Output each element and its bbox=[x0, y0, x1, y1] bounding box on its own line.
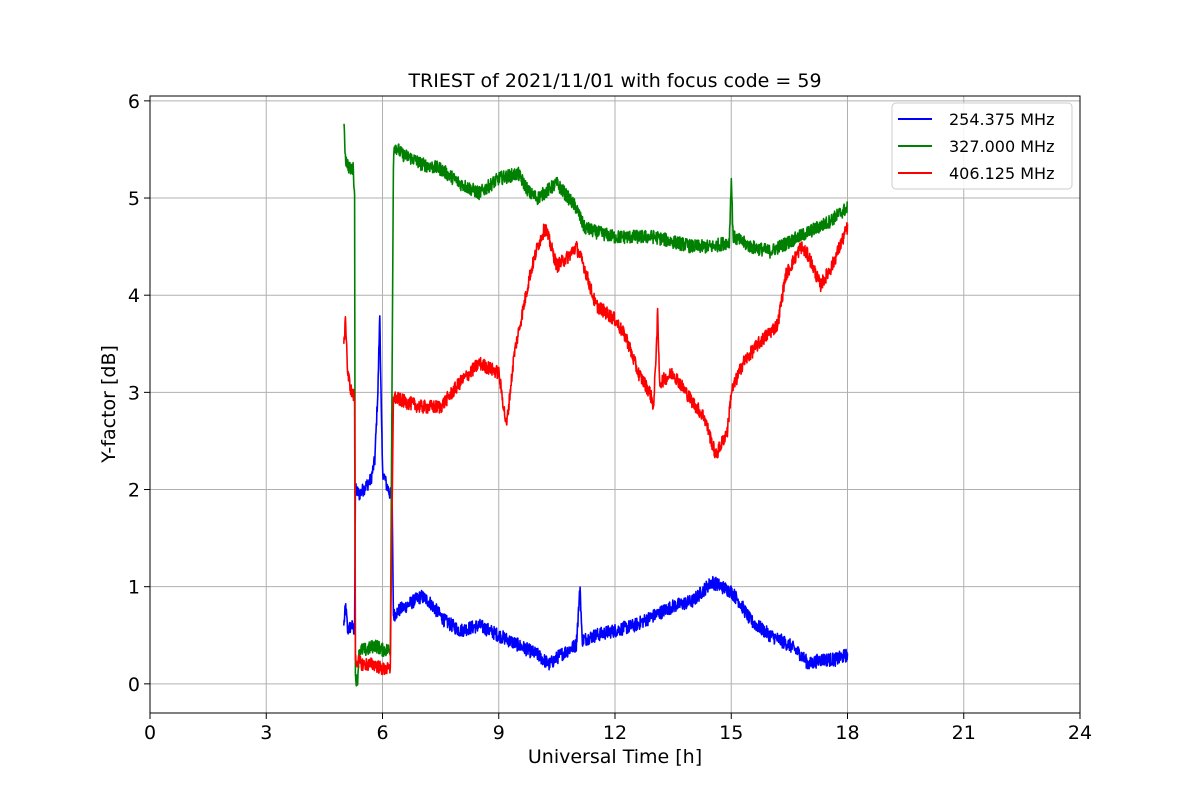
x-tick-label: 12 bbox=[603, 722, 627, 744]
series-line-1 bbox=[343, 315, 849, 671]
series-line-3 bbox=[343, 222, 849, 676]
series-line-2 bbox=[343, 123, 849, 687]
x-tick-label: 18 bbox=[835, 722, 859, 744]
y-axis-label: Y-factor [dB] bbox=[98, 345, 120, 464]
x-tick-label: 9 bbox=[493, 722, 505, 744]
x-axis-label: Universal Time [h] bbox=[528, 746, 702, 768]
x-tick-label: 3 bbox=[260, 722, 272, 744]
legend: 254.375 MHz 327.000 MHz 406.125 MHz bbox=[891, 102, 1073, 190]
y-tick-label: 0 bbox=[128, 674, 140, 696]
legend-label: 327.000 MHz bbox=[949, 137, 1054, 156]
x-tick-label: 15 bbox=[719, 722, 743, 744]
x-tick-label: 21 bbox=[952, 722, 976, 744]
x-tick-label: 24 bbox=[1068, 722, 1092, 744]
legend-box bbox=[891, 102, 1073, 190]
x-axis-ticks: 0 3 6 9 12 15 18 21 24 bbox=[144, 713, 1092, 744]
legend-label: 406.125 MHz bbox=[949, 164, 1054, 183]
legend-label: 254.375 MHz bbox=[949, 110, 1054, 129]
plot-frame bbox=[149, 95, 1081, 714]
y-tick-label: 3 bbox=[128, 382, 140, 404]
y-tick-label: 2 bbox=[128, 480, 140, 502]
y-tick-label: 5 bbox=[128, 188, 140, 210]
chart-title: TRIEST of 2021/11/01 with focus code = 5… bbox=[407, 70, 821, 92]
x-tick-label: 6 bbox=[376, 722, 388, 744]
y-axis-ticks: 0 1 2 3 4 5 6 bbox=[128, 91, 150, 696]
y-tick-label: 4 bbox=[128, 285, 140, 307]
x-tick-label: 0 bbox=[144, 722, 156, 744]
series-lines bbox=[343, 123, 849, 687]
y-tick-label: 6 bbox=[128, 91, 140, 113]
y-tick-label: 1 bbox=[128, 577, 140, 599]
